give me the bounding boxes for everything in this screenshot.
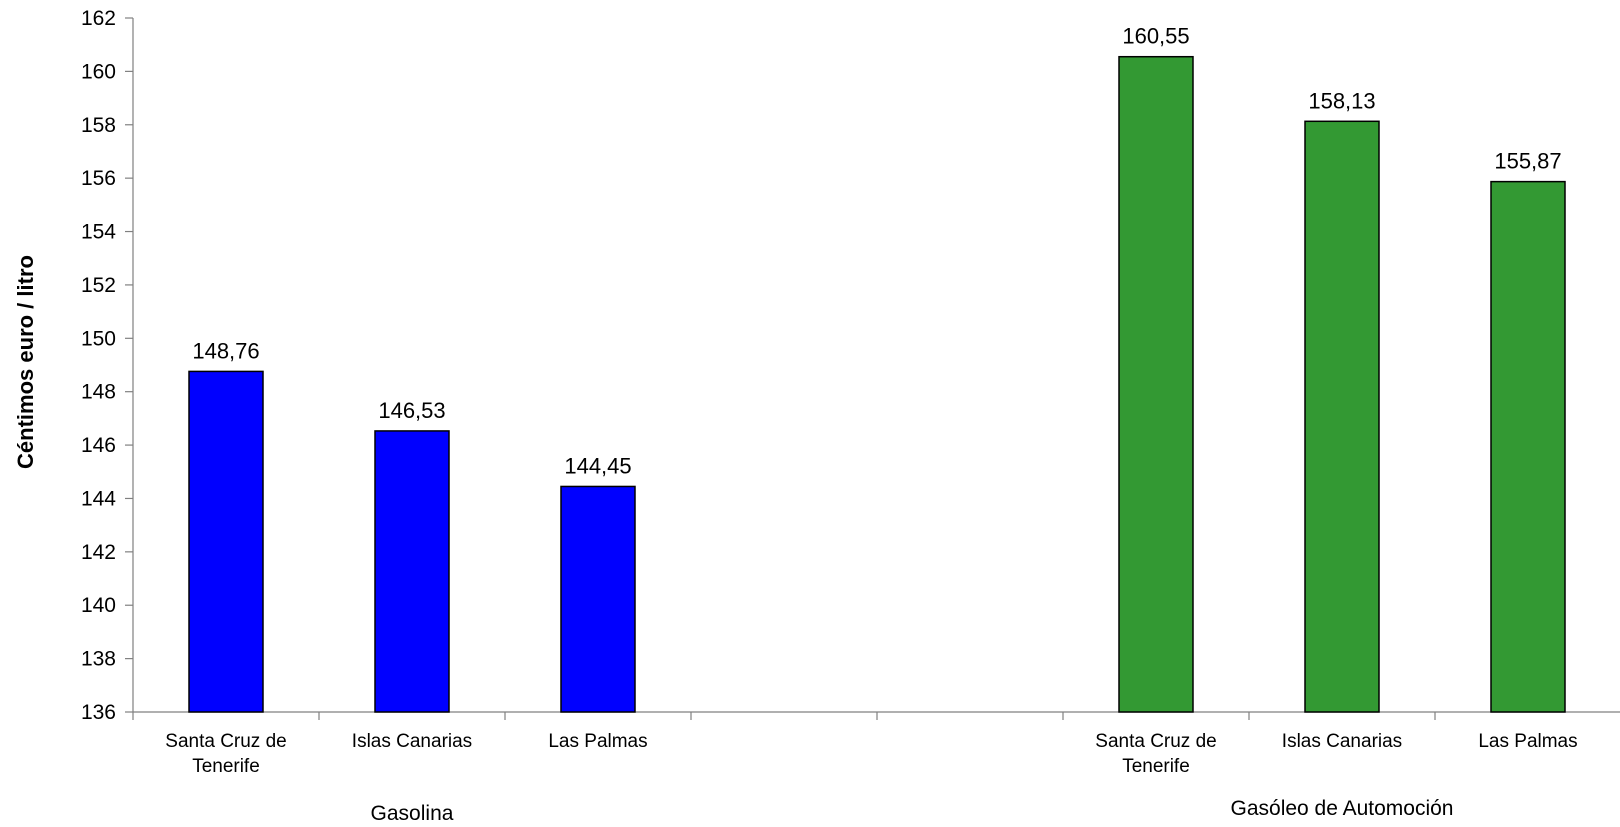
bar [374,430,450,713]
x-category-label: Santa Cruz de Tenerife [1095,731,1216,777]
bar [1118,55,1194,713]
bar [1304,120,1380,713]
y-tick-label: 158 [81,114,116,137]
data-label: 160,55 [1122,24,1189,49]
y-tick-label: 162 [81,7,116,30]
y-tick-label: 142 [81,541,116,564]
group-label: Gasóleo de Automoción [1231,797,1454,820]
y-tick-label: 152 [81,274,116,297]
data-label: 155,87 [1494,149,1561,174]
bar [560,485,636,713]
bar [1490,180,1566,713]
y-tick-label: 156 [81,167,116,190]
y-tick-label: 148 [81,381,116,404]
data-label: 146,53 [378,398,445,423]
x-category-label: Las Palmas [548,731,647,752]
x-category-label: Islas Canarias [352,731,472,752]
data-label: 148,76 [192,338,259,363]
y-tick-label: 146 [81,434,116,457]
axes: 136 138 140 142 144 146 148 150 152 154 156 158 160 1… [81,7,1620,724]
x-category-label: Santa Cruz de Tenerife [165,731,286,777]
x-category-label: Islas Canarias [1282,731,1402,752]
y-tick-label: 160 [81,60,116,83]
x-category-label: Las Palmas [1478,731,1577,752]
bars [188,55,1566,713]
y-tick-label: 138 [81,648,116,671]
y-tick-label: 136 [81,701,116,724]
data-label: 158,13 [1308,88,1375,113]
y-tick-label: 140 [81,594,116,617]
y-axis-title: Céntimos euro / litro [13,255,38,469]
y-tick-label: 144 [81,487,116,510]
data-label: 144,45 [564,453,631,478]
bar [188,370,264,713]
y-tick-label: 150 [81,327,116,350]
labels: 148,76 Santa Cruz de Tenerife 146,53 Islas C… [165,24,1577,825]
group-label: Gasolina [371,802,454,825]
y-tick-label: 154 [81,221,116,244]
